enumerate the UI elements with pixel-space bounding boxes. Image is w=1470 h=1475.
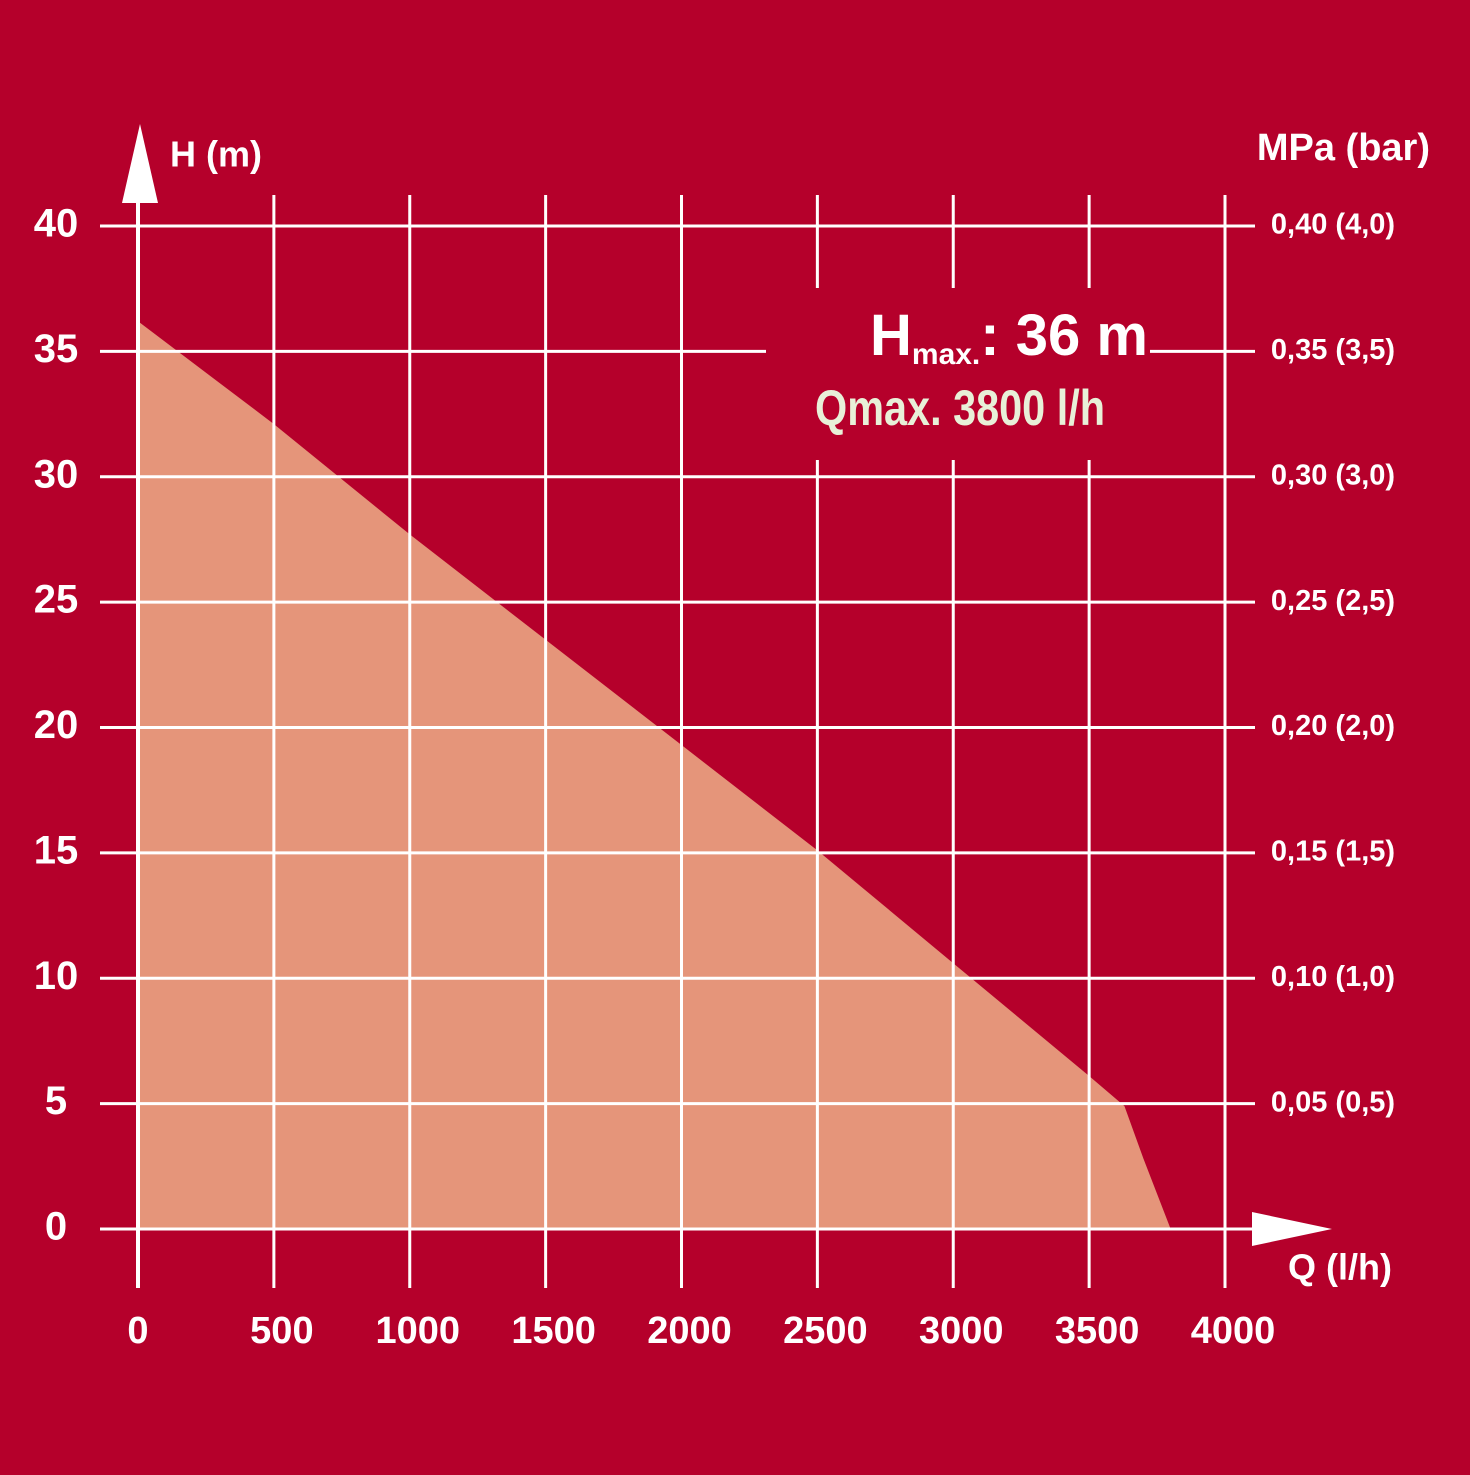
y-tick-label: 30 <box>34 452 79 496</box>
x-tick-label: 1000 <box>375 1310 460 1352</box>
area <box>138 321 1171 1229</box>
x-axis-arrow <box>1252 1212 1332 1246</box>
y-tick-label: 15 <box>34 828 79 872</box>
annotation-hmax: Hmax.: 36 m <box>870 303 1148 371</box>
x-tick-label: 3500 <box>1055 1310 1140 1352</box>
y-tick-label: 35 <box>34 327 79 371</box>
x-tick-label: 500 <box>250 1310 313 1352</box>
x-tick-label: 2500 <box>783 1310 868 1352</box>
x-tick-label: 3000 <box>919 1310 1004 1352</box>
y-tick-label: 0 <box>45 1205 67 1249</box>
y-axis-title: H (m) <box>170 134 262 175</box>
annotation-backdrop <box>766 288 1150 460</box>
y2-tick-label: 0,35 (3,5) <box>1271 334 1395 366</box>
y-tick-label: 10 <box>34 954 79 998</box>
y-tick-label: 20 <box>34 703 79 747</box>
y2-tick-label: 0,40 (4,0) <box>1271 209 1395 241</box>
annotation-subscript: max. <box>912 338 980 371</box>
y2-tick-label: 0,25 (2,5) <box>1271 585 1395 617</box>
y-tick-label: 5 <box>45 1079 67 1123</box>
x-tick-label: 0 <box>127 1310 148 1352</box>
plot-area <box>138 321 1171 1229</box>
y2-tick-label: 0,05 (0,5) <box>1271 1086 1395 1118</box>
annotation-qmax: Qmax. 3800 l/h <box>815 380 1105 436</box>
y2-tick-label: 0,15 (1,5) <box>1271 836 1395 868</box>
annotation-text: H <box>870 303 912 368</box>
y-tick-label: 40 <box>34 202 79 246</box>
x-axis-title: Q (l/h) <box>1288 1247 1392 1288</box>
y2-tick-label: 0,10 (1,0) <box>1271 961 1395 993</box>
x-tick-label: 2000 <box>647 1310 732 1352</box>
y2-tick-label: 0,30 (3,0) <box>1271 459 1395 491</box>
x-tick-label: 4000 <box>1191 1310 1276 1352</box>
y-tick-label: 25 <box>34 578 79 622</box>
x-tick-label: 1500 <box>511 1310 596 1352</box>
y2-tick-label: 0,20 (2,0) <box>1271 710 1395 742</box>
y2-axis-title: MPa (bar) <box>1257 127 1430 169</box>
annotation-suffix: : 36 m <box>980 303 1148 368</box>
y-axis-arrow <box>122 124 158 203</box>
